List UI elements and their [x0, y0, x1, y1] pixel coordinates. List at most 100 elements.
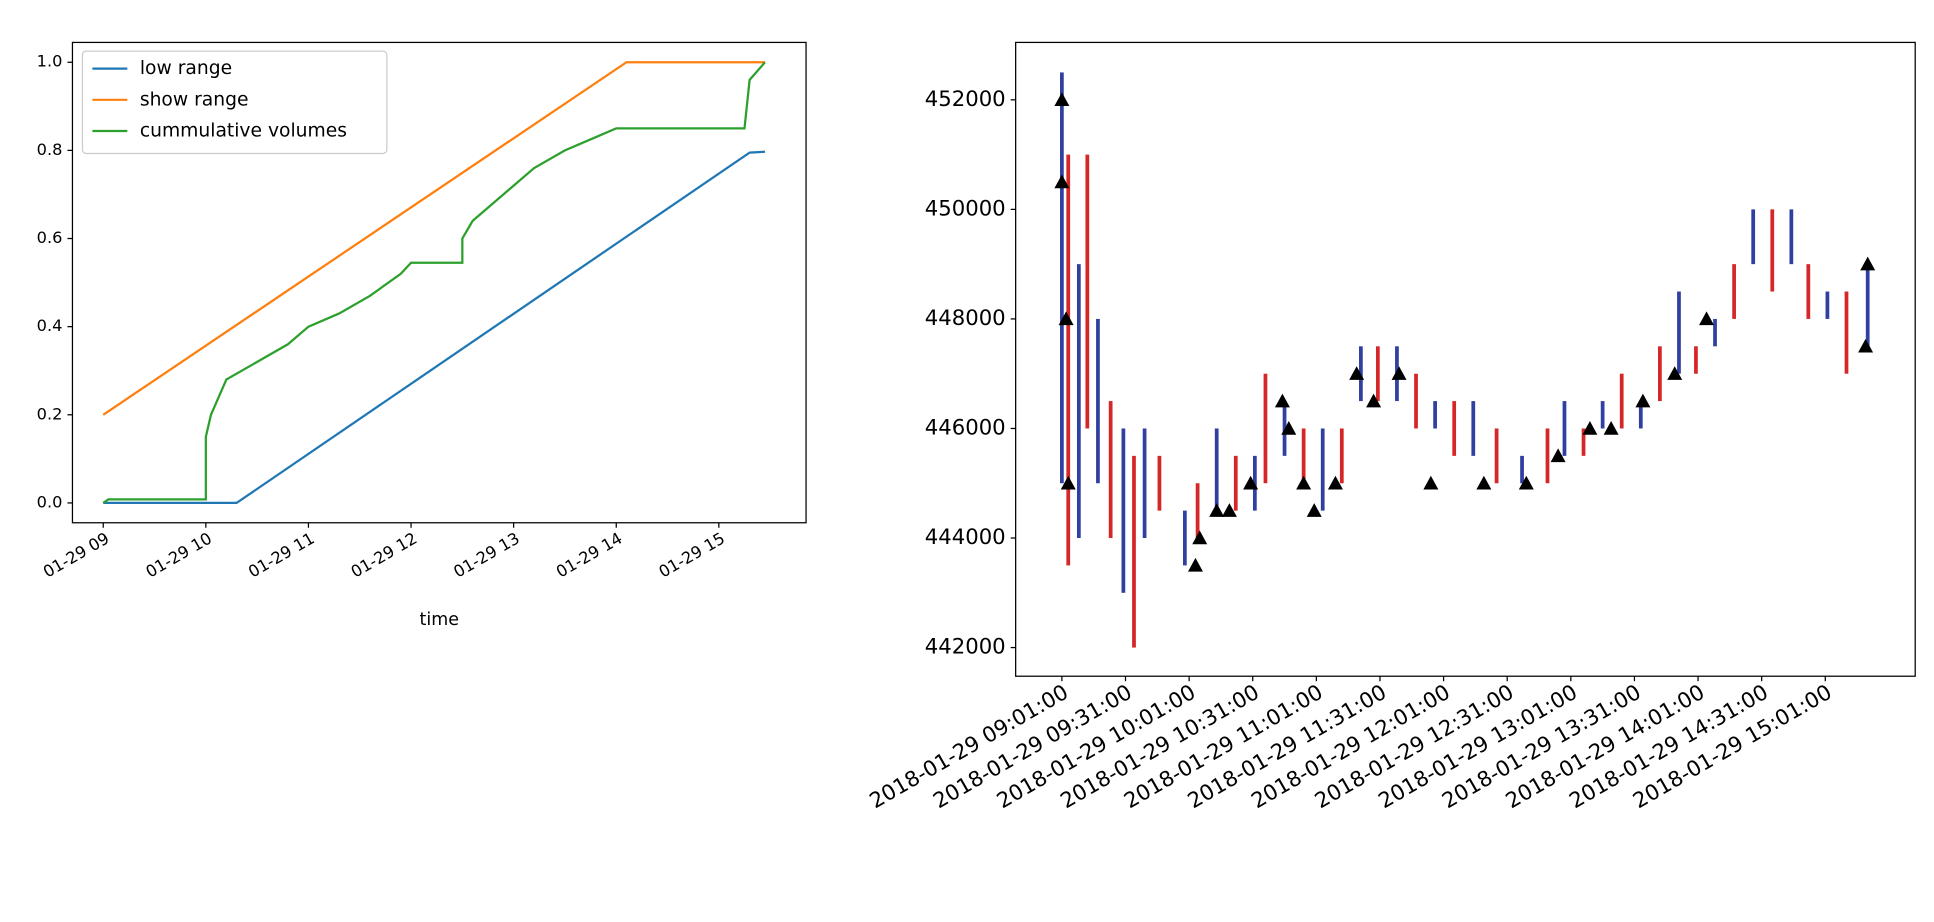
y-tick-label: 0.6	[37, 228, 63, 247]
marker	[1054, 92, 1070, 107]
marker	[1667, 366, 1683, 380]
range-bar	[1375, 346, 1380, 402]
marker	[1391, 366, 1407, 380]
range-bar	[1263, 373, 1268, 484]
range-bar	[1132, 455, 1136, 648]
range-bar	[1339, 428, 1344, 484]
range-bar	[1142, 428, 1147, 539]
range-bar	[1600, 401, 1605, 429]
y-tick-label: 448000	[925, 305, 1006, 330]
range-bar	[1658, 346, 1662, 402]
range-bar	[1825, 291, 1830, 319]
range-bar	[1252, 455, 1257, 511]
marker	[1192, 530, 1208, 545]
legend-label: show range	[140, 89, 249, 110]
x-tick-label: 01-29 09	[40, 529, 113, 582]
line	[102, 61, 766, 504]
range-bar	[1214, 428, 1219, 511]
range-bar	[1677, 291, 1681, 374]
marker	[1274, 393, 1290, 408]
marker	[1550, 448, 1566, 463]
x-axis-label: time	[420, 610, 459, 630]
range-bar	[1085, 154, 1090, 429]
range-bar	[1320, 428, 1325, 511]
range-bar	[1183, 510, 1187, 566]
range-bar	[1452, 401, 1457, 456]
range-bar	[1233, 455, 1238, 511]
range-bar	[1694, 346, 1698, 374]
marker	[1860, 256, 1876, 271]
range-bar	[1157, 455, 1162, 511]
marker	[1281, 420, 1297, 435]
marker	[1582, 420, 1598, 435]
line	[103, 150, 766, 505]
x-tick-label: 01-29 12	[348, 529, 421, 582]
marker	[1060, 475, 1076, 490]
y-tick-label: 0.0	[37, 492, 63, 511]
marker	[1423, 475, 1439, 490]
y-tick-label: 0.2	[37, 404, 63, 423]
y-tick-label: 450000	[925, 195, 1006, 220]
range-bar	[1414, 373, 1418, 429]
marker	[1603, 420, 1619, 435]
x-tick-label: 01-29 11	[245, 529, 318, 582]
marker	[1366, 393, 1382, 408]
range-bar	[1195, 483, 1200, 539]
range-bar	[1494, 428, 1499, 484]
marker	[1327, 475, 1343, 490]
range-bar	[1076, 264, 1081, 539]
range-bar	[1562, 401, 1567, 456]
range-bar	[1789, 209, 1794, 265]
y-tick-label: 444000	[925, 524, 1006, 549]
subplot: 4420004440004460004480004500004520002018…	[865, 41, 1916, 813]
legend: low range show range cummulative volumes	[81, 50, 388, 155]
x-tick-label: 01-29 15	[655, 529, 728, 582]
range-bar	[1751, 209, 1756, 265]
y-tick-label: 1.0	[37, 52, 63, 71]
marker	[1349, 366, 1365, 380]
y-tick-label: 0.8	[37, 140, 63, 159]
line	[102, 61, 766, 416]
range-bar	[1545, 428, 1550, 484]
y-tick-label: 0.4	[37, 316, 63, 335]
y-tick-label: 446000	[925, 414, 1006, 439]
y-tick-label: 442000	[925, 634, 1006, 659]
marker	[1221, 503, 1237, 517]
range-bar	[1282, 401, 1287, 456]
marker	[1518, 475, 1534, 490]
range-bar	[1806, 264, 1811, 319]
marker	[1296, 475, 1312, 490]
x-tick-label: 01-29 13	[450, 529, 523, 582]
range-bar	[1060, 72, 1064, 484]
subplot: 0.0 0.2 0.4 0.6 0.8 1.0 01-29 09 01-29 10 01-29 …	[37, 41, 807, 630]
marker	[1699, 311, 1715, 326]
range-bar	[1433, 401, 1437, 429]
x-tick-label: 01-29 14	[553, 529, 626, 582]
range-bar	[1066, 154, 1071, 566]
range-bar	[1638, 401, 1643, 429]
range-bar	[1096, 318, 1100, 484]
range-bar	[1301, 428, 1306, 484]
marker	[1635, 393, 1651, 408]
marker	[1476, 475, 1492, 490]
range-bar	[1121, 428, 1126, 593]
axes-frame	[71, 41, 807, 524]
marker	[1243, 475, 1259, 490]
range-bar	[1732, 264, 1736, 319]
y-tick-label: 452000	[925, 86, 1006, 111]
marker	[1306, 503, 1322, 517]
marker	[1058, 311, 1074, 326]
range-bar	[1713, 318, 1717, 347]
x-tick-label: 01-29 10	[142, 529, 215, 582]
marker	[1054, 174, 1070, 189]
range-bar	[1581, 428, 1586, 456]
range-bar	[1619, 373, 1624, 429]
marker	[1858, 338, 1874, 353]
marker	[1187, 557, 1203, 572]
marker	[1209, 503, 1225, 517]
range-bar	[1865, 264, 1870, 347]
range-bar	[1844, 291, 1849, 374]
legend-box	[81, 50, 388, 155]
range-bar	[1770, 209, 1775, 292]
